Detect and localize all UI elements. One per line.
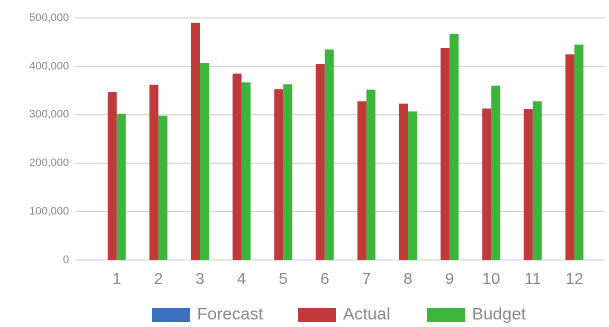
legend-label: Forecast — [197, 304, 263, 323]
y-tick-label: 0 — [63, 254, 69, 266]
y-tick-label: 400,000 — [29, 60, 69, 72]
legend-label: Actual — [343, 304, 390, 323]
bar — [191, 22, 200, 261]
y-tick-label: 200,000 — [29, 157, 69, 169]
bar — [532, 101, 542, 260]
x-tick-label: 10 — [482, 271, 500, 288]
bar — [149, 84, 159, 261]
bar — [565, 54, 575, 260]
bar — [116, 113, 126, 260]
legend-label: Budget — [472, 304, 526, 323]
bar — [158, 115, 168, 260]
y-tick-label: 100,000 — [29, 206, 69, 218]
x-tick-label: 12 — [566, 271, 584, 288]
bar — [324, 49, 334, 261]
bar — [283, 84, 293, 260]
x-tick-label: 2 — [154, 271, 163, 288]
bar — [482, 108, 492, 261]
legend-swatch — [427, 308, 465, 322]
bar — [408, 111, 417, 260]
y-tick-label: 300,000 — [29, 109, 69, 121]
x-tick-label: 9 — [445, 271, 454, 288]
x-tick-label: 1 — [112, 271, 121, 288]
bar — [523, 108, 533, 260]
bar — [357, 101, 367, 260]
bar — [274, 89, 284, 260]
bar — [200, 63, 209, 261]
x-tick-label: 5 — [279, 271, 288, 288]
x-tick-label: 7 — [362, 271, 371, 288]
bar — [491, 85, 501, 260]
bar — [574, 44, 584, 261]
bar — [366, 89, 376, 260]
bar — [449, 33, 459, 260]
y-tick-label: 500,000 — [29, 12, 69, 24]
bar — [241, 82, 251, 260]
x-tick-label: 11 — [524, 271, 541, 288]
x-tick-label: 8 — [404, 271, 413, 288]
x-tick-label: 3 — [196, 271, 205, 288]
bar — [399, 103, 408, 260]
legend-swatch — [152, 308, 190, 322]
bar — [232, 73, 242, 260]
legend-swatch — [298, 308, 336, 322]
bar — [107, 92, 117, 260]
bar — [315, 63, 325, 261]
x-tick-label: 6 — [320, 271, 329, 288]
x-tick-label: 4 — [237, 271, 246, 288]
bar — [440, 48, 450, 261]
